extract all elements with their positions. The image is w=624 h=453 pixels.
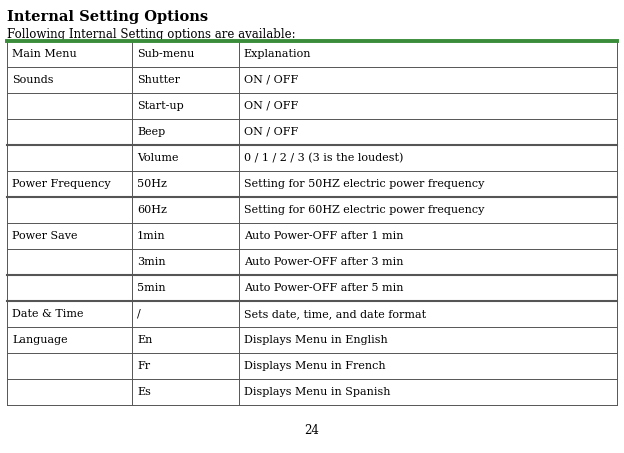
Text: Beep: Beep (137, 127, 165, 137)
Text: Power Save: Power Save (12, 231, 77, 241)
Bar (7, 145, 617, 171)
Text: 50Hz: 50Hz (137, 179, 167, 189)
Text: Displays Menu in Spanish: Displays Menu in Spanish (244, 387, 390, 397)
Bar (7, 353, 617, 379)
Text: 24: 24 (305, 424, 319, 437)
Text: Sounds: Sounds (12, 75, 54, 85)
Bar (7, 379, 617, 405)
Text: Displays Menu in French: Displays Menu in French (244, 361, 386, 371)
Text: Fr: Fr (137, 361, 150, 371)
Text: Auto Power-OFF after 5 min: Auto Power-OFF after 5 min (244, 283, 403, 293)
Bar (7, 93, 617, 119)
Text: Auto Power-OFF after 3 min: Auto Power-OFF after 3 min (244, 257, 403, 267)
Text: Shutter: Shutter (137, 75, 180, 85)
Bar (7, 249, 617, 275)
Text: ON / OFF: ON / OFF (244, 75, 298, 85)
Text: 3min: 3min (137, 257, 166, 267)
Text: Sub-menu: Sub-menu (137, 49, 195, 59)
Text: 0 / 1 / 2 / 3 (3 is the loudest): 0 / 1 / 2 / 3 (3 is the loudest) (244, 153, 403, 163)
Text: 5min: 5min (137, 283, 166, 293)
Text: Power Frequency: Power Frequency (12, 179, 110, 189)
Text: Setting for 50HZ electric power frequency: Setting for 50HZ electric power frequenc… (244, 179, 484, 189)
Text: Date & Time: Date & Time (12, 309, 84, 319)
Bar (7, 275, 617, 301)
Bar (7, 171, 617, 197)
Bar (7, 67, 617, 93)
Bar (7, 119, 617, 145)
Text: Sets date, time, and date format: Sets date, time, and date format (244, 309, 426, 319)
Text: 60Hz: 60Hz (137, 205, 167, 215)
Text: /: / (137, 309, 141, 319)
Bar (7, 327, 617, 353)
Text: Es: Es (137, 387, 151, 397)
Bar (7, 301, 617, 327)
Text: Main Menu: Main Menu (12, 49, 77, 59)
Text: Displays Menu in English: Displays Menu in English (244, 335, 388, 345)
Text: Auto Power-OFF after 1 min: Auto Power-OFF after 1 min (244, 231, 403, 241)
Text: Start-up: Start-up (137, 101, 184, 111)
Bar (7, 197, 617, 223)
Text: Language: Language (12, 335, 67, 345)
Text: Internal Setting Options: Internal Setting Options (7, 10, 208, 24)
Bar (7, 223, 617, 249)
Text: Setting for 60HZ electric power frequency: Setting for 60HZ electric power frequenc… (244, 205, 484, 215)
Text: ON / OFF: ON / OFF (244, 127, 298, 137)
Text: 1min: 1min (137, 231, 166, 241)
Bar (7, 41, 617, 67)
Text: ON / OFF: ON / OFF (244, 101, 298, 111)
Text: Following Internal Setting options are available:: Following Internal Setting options are a… (7, 28, 296, 41)
Text: En: En (137, 335, 152, 345)
Text: Volume: Volume (137, 153, 178, 163)
Text: Explanation: Explanation (244, 49, 311, 59)
